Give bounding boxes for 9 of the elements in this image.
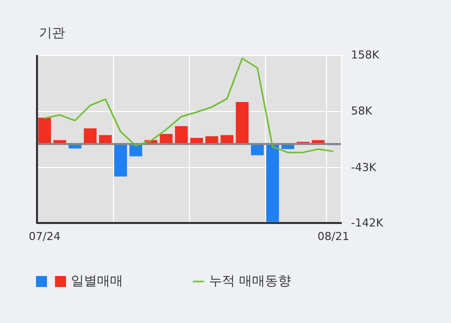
y-tick-label: -43K: [351, 161, 377, 174]
legend-label: 일별매매: [71, 274, 123, 289]
legend-label: 누적 매매동향: [209, 274, 292, 289]
x-tick-label: 07/24: [28, 230, 60, 243]
y-tick-label: 58K: [351, 104, 373, 118]
chart-title: 기관: [39, 26, 65, 41]
y-tick-label: 158K: [351, 48, 380, 62]
y-tick-label: -142K: [351, 216, 384, 230]
x-tick-label: 08/21: [318, 230, 350, 243]
